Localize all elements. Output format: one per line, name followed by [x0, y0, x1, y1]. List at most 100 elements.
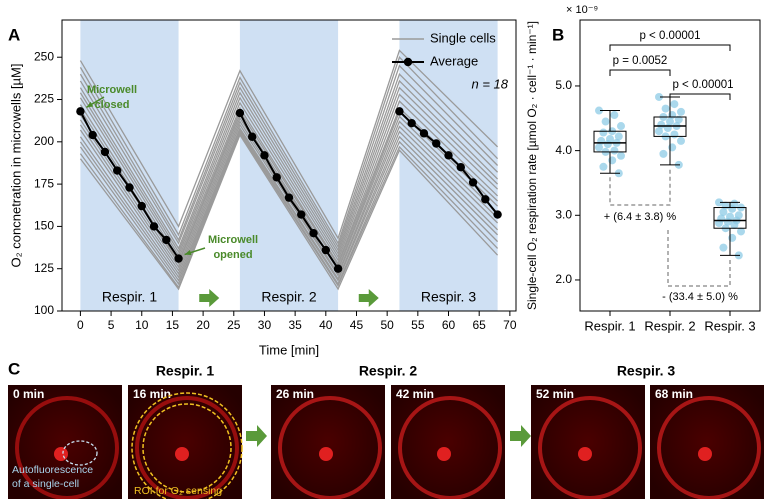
panel-label: A	[8, 25, 20, 44]
data-point	[614, 132, 623, 141]
average-point	[419, 129, 429, 138]
microwell-ring	[278, 396, 382, 499]
cell-spot	[437, 447, 451, 461]
phase-label: Respir. 2	[261, 289, 316, 305]
x-tick-label: 45	[350, 318, 364, 332]
x-tick-label: 35	[288, 318, 302, 332]
data-point	[666, 117, 674, 126]
average-point	[456, 162, 465, 172]
box	[593, 130, 627, 153]
phase-label: Respir. 1	[102, 289, 157, 305]
average-point	[247, 132, 257, 141]
y-multiplier: × 10⁻⁹	[566, 4, 598, 16]
legend-label: Single cells	[430, 30, 496, 45]
annotation: Microwell	[208, 234, 258, 246]
average-point	[260, 151, 269, 160]
data-point	[719, 243, 728, 252]
y-tick-label: 100	[34, 303, 54, 317]
cell-line	[79, 128, 499, 282]
plot-frame	[61, 19, 517, 312]
phase-arrow	[510, 425, 531, 447]
microwell-ring	[657, 396, 761, 499]
x-tick-label: 0	[77, 318, 84, 332]
significance-label: p < 0.00001	[672, 79, 733, 91]
phase-arrow	[246, 425, 267, 447]
average-point	[284, 193, 294, 202]
x-tick-label: 55	[411, 318, 425, 332]
data-point	[610, 111, 619, 120]
cell-spot	[578, 447, 592, 461]
average-point	[125, 183, 134, 192]
panel-label: C	[8, 359, 20, 378]
microwell-ring	[15, 396, 119, 499]
y-tick-label: 4.0	[555, 143, 572, 157]
average-point	[149, 222, 159, 231]
y-tick-label: 200	[34, 134, 54, 148]
time-label: 52 min	[536, 387, 574, 401]
phase-arrow	[358, 289, 379, 307]
average-point	[100, 147, 110, 157]
average-point	[481, 195, 490, 204]
group-title: Respir. 2	[359, 363, 418, 379]
cell-line	[79, 131, 499, 289]
average-point	[297, 210, 306, 219]
x-axis-label: Time [min]	[259, 342, 319, 357]
cell-outline	[62, 440, 98, 466]
change-connector	[667, 230, 731, 287]
average-point	[444, 151, 453, 160]
x-tick-label: 65	[473, 318, 487, 332]
time-label: 42 min	[396, 387, 434, 401]
data-point	[730, 220, 739, 229]
data-point	[674, 115, 683, 124]
average-point	[88, 130, 97, 140]
data-point	[599, 128, 608, 137]
significance-bracket	[609, 44, 731, 51]
caption: ROI for O₂ sensing	[134, 485, 222, 497]
data-point	[663, 123, 672, 132]
average-point	[174, 254, 183, 263]
x-tick-label: 30	[258, 318, 272, 332]
average-point	[321, 245, 331, 255]
average-point	[235, 108, 245, 118]
cell-spot	[54, 447, 68, 461]
average-point	[468, 178, 478, 187]
caption: of a single-cell	[12, 478, 79, 490]
data-point	[728, 233, 737, 242]
data-point	[677, 136, 685, 145]
x-tick-label: 25	[227, 318, 241, 332]
significance-bracket	[669, 93, 731, 100]
significance-label: p < 0.00001	[639, 30, 700, 42]
x-tick-label: 10	[135, 318, 149, 332]
average-point	[272, 173, 281, 182]
x-tick-label: 60	[442, 318, 456, 332]
data-point	[670, 130, 679, 139]
change-label: - (33.4 ± 5.0) %	[662, 291, 738, 303]
average-point	[162, 235, 171, 245]
micrograph	[531, 385, 645, 499]
micrograph	[271, 385, 385, 499]
data-point	[670, 100, 679, 109]
roi-outline	[142, 403, 232, 493]
average-point	[493, 210, 502, 219]
average-point	[113, 166, 122, 175]
micrograph	[650, 385, 764, 499]
x-tick-label: 15	[166, 318, 180, 332]
data-point	[719, 208, 728, 217]
x-tick-label: 50	[380, 318, 394, 332]
group-title: Respir. 3	[617, 363, 676, 379]
average-point	[76, 107, 85, 116]
micrograph	[128, 385, 242, 499]
x-tick-label: Respir. 1	[584, 318, 635, 333]
box	[713, 207, 747, 229]
cell-spot	[319, 447, 333, 461]
average-point	[407, 119, 416, 128]
data-point	[737, 227, 745, 236]
y-tick-label: 5.0	[555, 78, 572, 92]
microwell-ring	[135, 396, 239, 499]
cell-line	[79, 79, 499, 255]
y-axis-label: Single-cell O₂ respiration rate [µmol O₂…	[525, 21, 539, 310]
cell-line	[79, 93, 499, 262]
y-tick-label: 125	[34, 261, 54, 275]
group-title: Respir. 1	[156, 363, 215, 379]
